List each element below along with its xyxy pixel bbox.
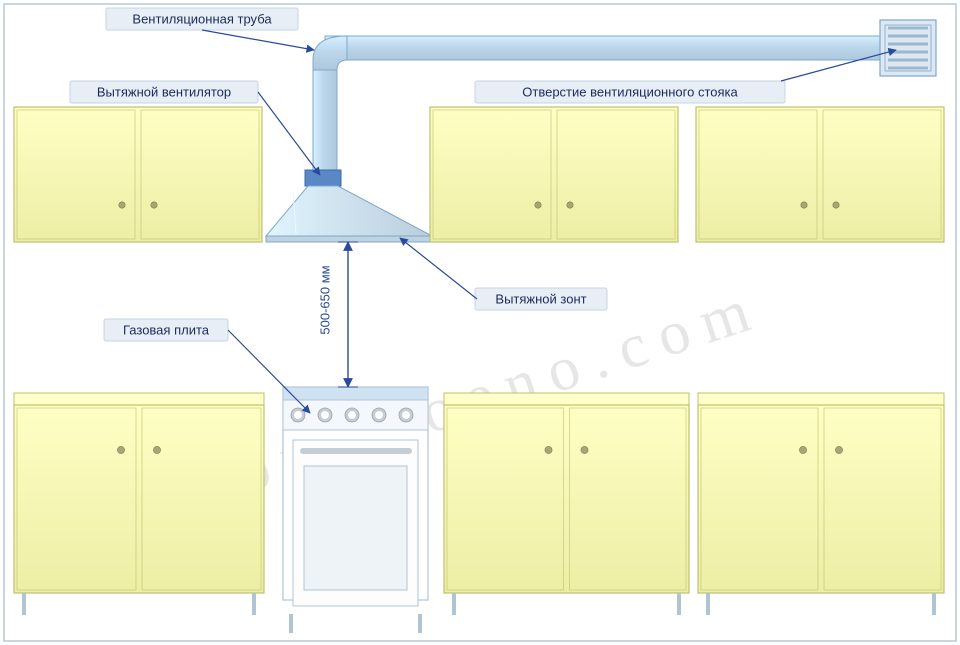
cabinet-frame [698,405,944,593]
cabinet-knob [567,202,573,208]
lower-cabinet-2 [698,393,944,615]
stove-knob-cap [294,411,302,419]
oven-handle [300,448,412,454]
hood-connector [305,170,341,186]
cabinet-frame [14,107,262,242]
gas-stove [283,387,428,633]
upper-cabinet-0 [14,107,262,242]
cabinet-knob [117,446,124,453]
cabinet-leg [22,593,26,615]
cabinet-knob [119,202,125,208]
stove-leg [418,614,422,633]
cabinet-frame [444,405,689,593]
cabinet-knob [151,202,157,208]
stove-leg [289,614,293,633]
cabinet-leg [932,593,936,615]
cabinet-leg [252,593,256,615]
cabinet-leg [677,593,681,615]
cabinet-knob [545,446,552,453]
cabinet-leg [706,593,710,615]
countertop [444,393,689,405]
countertop [698,393,944,405]
upper-cabinet-1 [430,107,678,242]
stove-knob-cap [321,411,329,419]
upper-cabinet-2 [696,107,944,242]
cabinet-knob [799,446,806,453]
cabinet-knob [535,202,541,208]
stove-knob-cap [348,411,356,419]
cabinet-frame [696,107,944,242]
cabinet-leg [452,593,456,615]
duct-vertical [313,60,337,170]
oven-glass [304,466,407,590]
lower-cabinet-0 [14,393,264,615]
label-text-hood: Вытяжной зонт [495,291,586,306]
label-text-fan: Вытяжной вентилятор [97,84,231,99]
hood-lip [266,236,432,242]
cabinet-frame [430,107,678,242]
diagram-stage: obustroeno.com500-650 ммВентиляционная т… [0,0,960,645]
label-text-riser: Отверстие вентиляционного стояка [522,84,738,99]
cabinet-knob [801,202,807,208]
diagram-svg: obustroeno.com500-650 ммВентиляционная т… [0,0,960,645]
countertop [14,393,264,405]
duct-horizontal [325,36,896,60]
stove-knob-cap [402,411,410,419]
cabinet-knob [581,446,588,453]
lower-cabinet-1 [444,393,689,615]
cabinet-knob [835,446,842,453]
stove-cooktop [283,387,428,400]
label-text-pipe: Вентиляционная труба [132,11,272,26]
cabinet-knob [833,202,839,208]
stove-knob-cap [375,411,383,419]
cabinet-frame [14,405,264,593]
label-text-stove: Газовая плита [123,322,210,337]
cabinet-knob [153,446,160,453]
dimension-label: 500-650 мм [317,265,332,334]
